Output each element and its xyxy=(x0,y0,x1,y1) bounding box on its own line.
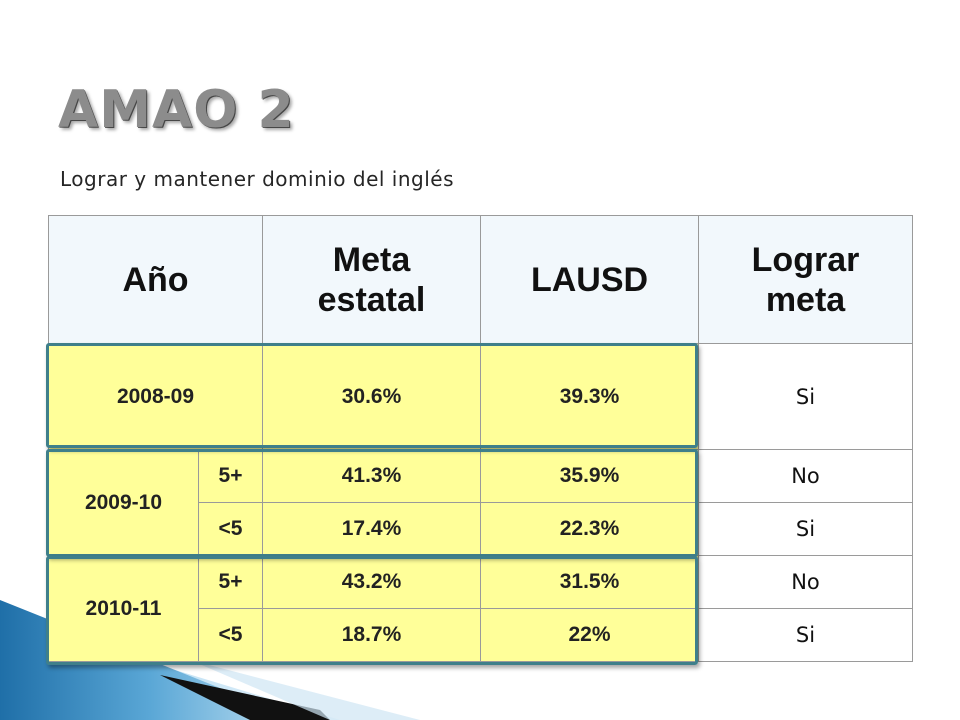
state-goal-cell: 41.3% xyxy=(262,449,481,503)
header-row: Año Meta estatal LAUSD Lograr meta xyxy=(48,215,913,344)
goal-met-cell: Si xyxy=(698,343,913,450)
goal-met-cell: Si xyxy=(698,608,913,662)
sub-cell: <5 xyxy=(198,608,263,662)
year-cell: 2008-09 xyxy=(48,343,263,450)
table-row-2010-11-5plus: 2010-11 5+ 43.2% 31.5% No xyxy=(48,555,913,662)
lausd-cell: 39.3% xyxy=(480,343,699,450)
table-row-2008-09: 2008-09 30.6% 39.3% Si xyxy=(48,343,913,450)
year-cell: 2010-11 xyxy=(48,555,199,662)
goal-met-cell: No xyxy=(698,555,913,609)
amao-table: Año Meta estatal LAUSD Lograr meta 2008-… xyxy=(48,215,913,662)
state-goal-cell: 43.2% xyxy=(262,555,481,609)
table-row-2009-10-under5: <5 17.4% 22.3% Si xyxy=(49,502,913,556)
table-row-2009-10-5plus: 2009-10 5+ 41.3% 35.9% No xyxy=(48,449,913,556)
goal-met-cell: No xyxy=(698,449,913,503)
header-goal-met: Lograr meta xyxy=(698,215,913,344)
sub-cell: 5+ xyxy=(198,555,263,609)
table-row-2010-11-under5: <5 18.7% 22% Si xyxy=(49,608,913,662)
year-cell: 2009-10 xyxy=(48,449,199,556)
slide-title: AMAO 2 xyxy=(58,80,295,140)
state-goal-cell: 30.6% xyxy=(262,343,481,450)
lausd-cell: 31.5% xyxy=(480,555,699,609)
header-state-goal: Meta estatal xyxy=(262,215,481,344)
state-goal-cell: 17.4% xyxy=(262,502,481,556)
lausd-cell: 22.3% xyxy=(480,502,699,556)
sub-cell: <5 xyxy=(198,502,263,556)
amao-table-container: Año Meta estatal LAUSD Lograr meta 2008-… xyxy=(48,215,913,662)
header-lausd: LAUSD xyxy=(480,215,699,344)
goal-met-cell: Si xyxy=(698,502,913,556)
header-year: Año xyxy=(48,215,263,344)
lausd-cell: 22% xyxy=(480,608,699,662)
lausd-cell: 35.9% xyxy=(480,449,699,503)
sub-cell: 5+ xyxy=(198,449,263,503)
slide-subtitle: Lograr y mantener dominio del inglés xyxy=(60,167,455,191)
state-goal-cell: 18.7% xyxy=(262,608,481,662)
